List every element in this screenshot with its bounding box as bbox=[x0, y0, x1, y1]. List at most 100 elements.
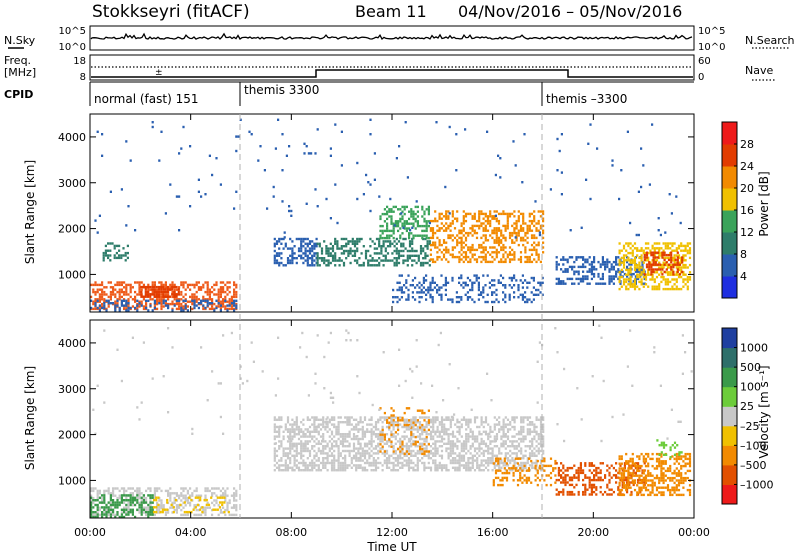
scatter-cell bbox=[280, 440, 283, 443]
scatter-cell bbox=[423, 469, 426, 472]
scatter-cell bbox=[293, 464, 296, 467]
scatter-cell bbox=[684, 278, 687, 281]
scatter-cell bbox=[447, 437, 450, 441]
scatter-cell bbox=[462, 251, 465, 254]
scatter-cell bbox=[424, 237, 427, 241]
scatter-cell bbox=[370, 437, 373, 441]
scatter-cell bbox=[451, 447, 455, 450]
scatter-cell bbox=[675, 285, 678, 288]
scatter-cell bbox=[444, 284, 447, 287]
scatter-cell bbox=[653, 280, 656, 284]
scatter-cell bbox=[116, 299, 119, 302]
scatter-cell bbox=[403, 411, 406, 415]
scatter-cell bbox=[535, 236, 538, 240]
scatter-cell bbox=[197, 494, 200, 497]
scatter-cell bbox=[127, 487, 130, 490]
scatter-cell bbox=[379, 416, 382, 419]
scatter-cell bbox=[526, 236, 529, 240]
nsearch-tick-top: 10^5 bbox=[698, 26, 725, 37]
scatter-cell bbox=[105, 299, 108, 302]
scatter-cell bbox=[422, 276, 425, 280]
scatter-cell bbox=[359, 416, 362, 419]
scatter-cell bbox=[647, 285, 650, 288]
colorbar-tick-label: 8 bbox=[740, 248, 747, 261]
scatter-cell bbox=[189, 300, 192, 303]
scatter-cell bbox=[535, 461, 538, 465]
scatter-cell bbox=[562, 256, 565, 259]
scatter-cell bbox=[410, 215, 413, 218]
scatter-cell bbox=[183, 501, 186, 504]
scatter-cell bbox=[370, 418, 373, 421]
scatter-cell bbox=[422, 261, 425, 265]
scatter-cell bbox=[456, 219, 459, 223]
scatter-cell bbox=[473, 440, 477, 443]
scatter-cell bbox=[462, 219, 465, 223]
scatter-cell bbox=[560, 280, 563, 283]
scatter-cell bbox=[653, 271, 656, 274]
scatter-cell bbox=[482, 459, 485, 462]
scatter-cell bbox=[370, 430, 373, 433]
scatter-cell bbox=[528, 452, 532, 455]
scatter-cell bbox=[392, 428, 395, 431]
scatter-cell bbox=[435, 121, 438, 124]
scatter-cell bbox=[531, 464, 534, 467]
scatter-cell bbox=[460, 296, 463, 299]
scatter-cell bbox=[382, 242, 385, 245]
scatter-cell bbox=[642, 275, 645, 279]
scatter-cell bbox=[475, 276, 478, 280]
scatter-cell bbox=[471, 253, 474, 256]
scatter-cell bbox=[542, 440, 545, 443]
scatter-cell bbox=[601, 277, 604, 281]
scatter-cell bbox=[533, 217, 536, 220]
scatter-cell bbox=[134, 306, 137, 310]
scatter-cell bbox=[348, 430, 351, 433]
scatter-cell bbox=[295, 261, 298, 265]
scatter-cell bbox=[109, 499, 112, 502]
scatter-cell bbox=[679, 221, 682, 225]
scatter-cell bbox=[297, 425, 301, 429]
scatter-cell bbox=[523, 133, 526, 136]
scatter-cell bbox=[662, 256, 665, 260]
scatter-cell bbox=[344, 435, 347, 438]
scatter-cell bbox=[660, 263, 663, 267]
scatter-cell bbox=[337, 437, 340, 441]
scatter-cell bbox=[302, 433, 305, 436]
scatter-cell bbox=[423, 217, 426, 221]
scatter-cell bbox=[682, 278, 685, 281]
scatter-cell bbox=[142, 285, 145, 289]
scatter-cell bbox=[162, 299, 165, 302]
scatter-cell bbox=[440, 466, 444, 469]
scatter-cell bbox=[222, 290, 225, 294]
scatter-cell bbox=[482, 454, 485, 457]
scatter-cell bbox=[429, 236, 432, 240]
scatter-cell bbox=[469, 279, 472, 282]
scatter-cell bbox=[290, 209, 293, 213]
scatter-cell bbox=[195, 504, 198, 507]
colorbar-tick-label: 28 bbox=[740, 138, 754, 151]
scatter-cell bbox=[497, 222, 501, 225]
scatter-cell bbox=[425, 466, 428, 469]
scatter-cell bbox=[397, 249, 401, 253]
scatter-cell bbox=[504, 433, 507, 436]
scatter-cell bbox=[462, 215, 465, 218]
scatter-cell bbox=[447, 428, 450, 431]
scatter-cell bbox=[163, 508, 167, 511]
scatter-cell bbox=[480, 243, 483, 247]
scatter-cell bbox=[400, 245, 403, 248]
scatter-cell bbox=[476, 440, 479, 443]
scatter-cell bbox=[398, 145, 401, 148]
scatter-cell bbox=[517, 210, 520, 213]
scatter-cell bbox=[426, 261, 429, 265]
scatter-cell bbox=[462, 454, 466, 457]
scatter-cell bbox=[651, 244, 654, 248]
scatter-cell bbox=[453, 236, 457, 240]
scatter-cell bbox=[105, 503, 108, 507]
scatter-cell bbox=[122, 254, 125, 257]
scatter-cell bbox=[337, 457, 340, 460]
scatter-cell bbox=[369, 254, 372, 257]
scatter-cell bbox=[517, 445, 521, 448]
scatter-cell bbox=[364, 257, 368, 260]
scatter-cell bbox=[191, 492, 194, 495]
scatter-cell bbox=[504, 461, 507, 465]
scatter-cell bbox=[142, 298, 145, 301]
